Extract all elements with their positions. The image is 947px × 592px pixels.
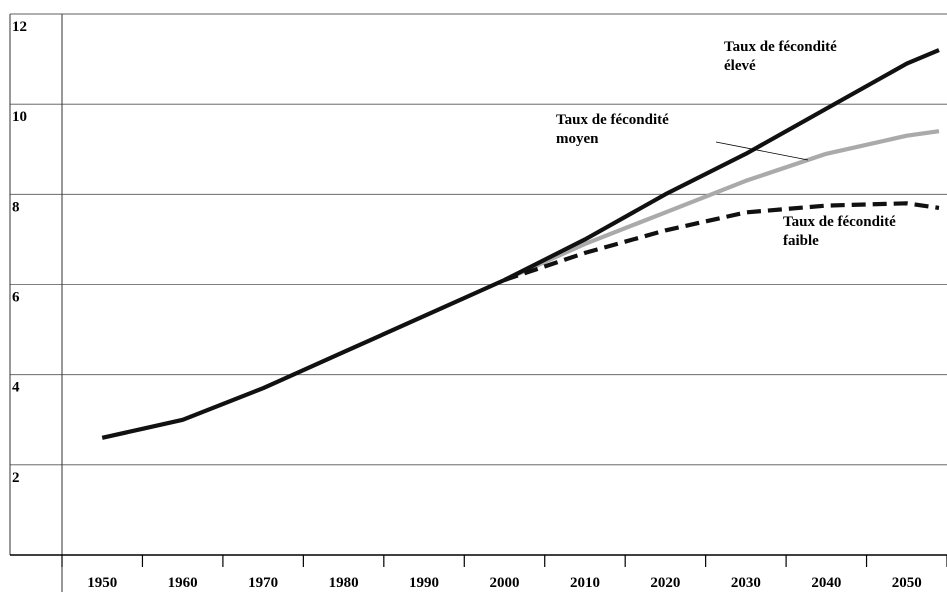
x-tick-label: 1950 xyxy=(87,575,117,591)
x-tick-label: 1980 xyxy=(329,575,359,591)
series-label-1: Taux de fécondité xyxy=(556,112,669,128)
x-tick-label: 1960 xyxy=(168,575,198,591)
x-tick-label: 1970 xyxy=(248,575,278,591)
y-tick-label: 12 xyxy=(12,19,27,35)
label-leader-line xyxy=(715,141,809,161)
series-label-1: moyen xyxy=(556,131,599,147)
y-tick-label: 8 xyxy=(12,199,20,215)
y-tick-label: 2 xyxy=(12,470,20,486)
series-line-2 xyxy=(503,201,940,282)
x-tick-label: 2000 xyxy=(490,575,520,591)
y-tick-label: 10 xyxy=(12,109,27,125)
series-line-1 xyxy=(503,129,940,282)
x-tick-label: 1990 xyxy=(409,575,439,591)
series-label-2: faible xyxy=(783,233,819,249)
series-line-0 xyxy=(101,48,940,440)
x-tick-label: 2030 xyxy=(731,575,761,591)
series-label-2: Taux de fécondité xyxy=(783,214,896,230)
y-tick-label: 4 xyxy=(12,380,20,396)
y-tick-label: 6 xyxy=(12,290,20,306)
series-label-0: élevé xyxy=(724,58,756,74)
x-tick-label: 2050 xyxy=(892,575,922,591)
x-tick-label: 2020 xyxy=(650,575,680,591)
x-tick-label: 2010 xyxy=(570,575,600,591)
series-label-0: Taux de fécondité xyxy=(724,39,837,55)
x-tick-label: 2040 xyxy=(811,575,841,591)
